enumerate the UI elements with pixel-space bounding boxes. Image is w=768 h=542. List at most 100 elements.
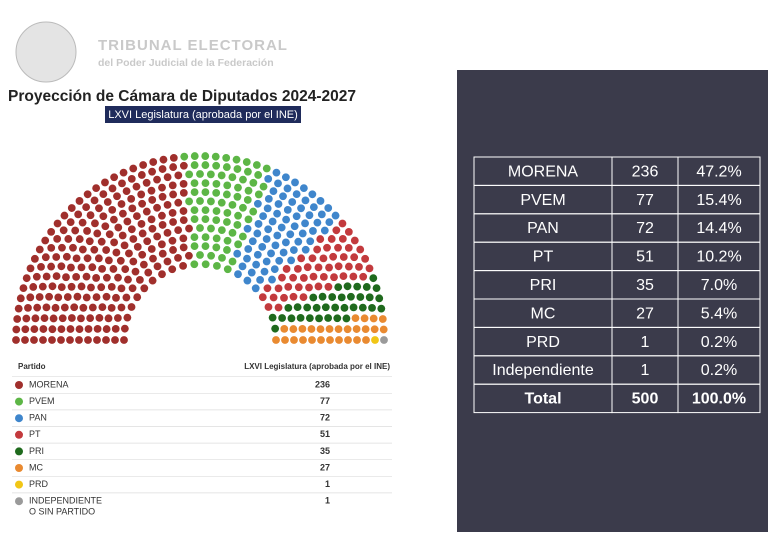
seat xyxy=(129,235,138,243)
seat xyxy=(278,314,287,322)
seat xyxy=(249,178,258,187)
seat xyxy=(109,215,118,224)
seat xyxy=(99,212,108,221)
seat xyxy=(185,197,193,206)
seat xyxy=(75,325,84,334)
seat xyxy=(228,200,237,209)
seat xyxy=(273,209,281,218)
legend-dot xyxy=(15,381,23,389)
seat xyxy=(102,273,111,282)
seat xyxy=(104,256,113,265)
seat xyxy=(297,254,306,263)
seat xyxy=(158,249,167,258)
seat xyxy=(42,303,51,312)
seat xyxy=(107,303,116,312)
seat xyxy=(67,314,76,322)
seat xyxy=(308,336,316,344)
legend-label: PRD xyxy=(29,479,49,489)
seat xyxy=(113,314,122,322)
seat xyxy=(185,170,194,179)
legend-value: 27 xyxy=(320,462,330,472)
seat xyxy=(131,267,140,276)
seat xyxy=(298,324,307,333)
seat xyxy=(328,293,337,301)
seat xyxy=(153,262,162,271)
legend-label: PT xyxy=(29,429,41,439)
seat xyxy=(228,228,237,237)
seat xyxy=(244,215,253,224)
logo xyxy=(15,21,77,83)
seat xyxy=(350,236,359,245)
seat xyxy=(85,237,94,246)
seat xyxy=(30,325,39,334)
seat xyxy=(356,293,365,301)
seat xyxy=(243,167,252,176)
seat xyxy=(113,192,121,201)
seat xyxy=(299,184,308,193)
legend-header: LXVI Legislatura (aprobada por el INE) xyxy=(244,362,390,371)
table-text: PRD xyxy=(526,334,560,351)
seat xyxy=(344,262,353,271)
seat xyxy=(218,253,226,262)
seat xyxy=(274,303,283,312)
seat xyxy=(79,303,88,312)
legend-value: 35 xyxy=(320,446,330,456)
seat xyxy=(94,254,103,263)
seat xyxy=(77,282,86,291)
seat xyxy=(190,161,199,169)
seat xyxy=(132,182,141,191)
seat xyxy=(359,272,368,281)
seat xyxy=(254,171,263,179)
seat xyxy=(139,161,148,169)
seat xyxy=(48,325,57,334)
seat xyxy=(296,313,305,322)
seat xyxy=(244,245,253,253)
seat xyxy=(264,194,273,203)
seat xyxy=(147,245,156,253)
seat xyxy=(270,265,279,274)
seat xyxy=(223,209,232,217)
seat xyxy=(368,303,376,312)
seat xyxy=(29,283,38,291)
legend-label: INDEPENDIENTE xyxy=(29,496,102,506)
seat xyxy=(196,224,204,232)
seat xyxy=(217,171,226,180)
seat xyxy=(163,173,172,182)
table-text: 10.2% xyxy=(696,249,741,266)
seat xyxy=(127,174,136,183)
seat xyxy=(251,284,260,293)
seat xyxy=(319,254,328,263)
seat xyxy=(37,262,45,271)
seat xyxy=(286,230,295,239)
seat xyxy=(321,303,330,312)
seat xyxy=(124,275,132,284)
header-title: TRIBUNAL ELECTORAL xyxy=(98,37,288,54)
table-text: PT xyxy=(533,249,554,266)
seat xyxy=(272,336,280,344)
seat xyxy=(133,293,142,302)
seat xyxy=(279,248,288,257)
seat xyxy=(52,253,61,261)
table-cell xyxy=(677,383,761,414)
seat xyxy=(83,227,91,235)
seat xyxy=(344,336,352,344)
seat xyxy=(148,224,157,233)
seat xyxy=(22,314,31,323)
seat xyxy=(320,226,329,235)
seat xyxy=(123,313,132,322)
seat xyxy=(287,314,296,323)
table-text: 1 xyxy=(641,362,650,379)
seat xyxy=(272,168,281,177)
seat xyxy=(132,212,141,221)
seat xyxy=(313,218,322,227)
seat xyxy=(169,218,177,226)
seat xyxy=(21,336,29,344)
seat xyxy=(263,204,272,213)
seat xyxy=(259,182,268,191)
seat xyxy=(158,165,167,173)
seat xyxy=(299,274,308,282)
seat xyxy=(223,265,232,274)
seat xyxy=(290,222,299,231)
seat xyxy=(375,294,384,303)
seat xyxy=(315,314,323,323)
